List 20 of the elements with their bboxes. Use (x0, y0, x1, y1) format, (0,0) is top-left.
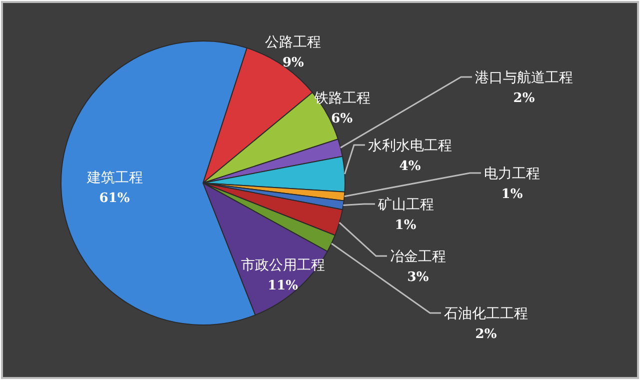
data-label: 4% (399, 159, 422, 174)
slice-label: 港口与航道工程 (475, 70, 573, 86)
slice-label: 铁路工程 (313, 90, 370, 106)
slice-label: 矿山工程 (377, 197, 434, 213)
data-label: 1% (501, 187, 524, 202)
data-label: 2% (513, 91, 536, 106)
data-label: 61% (99, 190, 130, 206)
data-label: 2% (475, 327, 498, 342)
data-label: 3% (407, 270, 430, 285)
slice-label: 建筑工程 (86, 170, 144, 186)
slice-label: 市政公用工程 (240, 258, 325, 274)
slice-label: 石油化工工程 (444, 306, 528, 322)
data-label: 6% (331, 111, 354, 126)
data-label: 11% (268, 278, 299, 294)
data-label: 1% (394, 218, 417, 233)
slice-label: 水利水电工程 (368, 138, 452, 154)
slice-label: 公路工程 (265, 34, 322, 50)
slice-label: 电力工程 (484, 166, 540, 182)
data-label: 9% (282, 55, 305, 70)
slice-label: 冶金工程 (390, 249, 446, 265)
